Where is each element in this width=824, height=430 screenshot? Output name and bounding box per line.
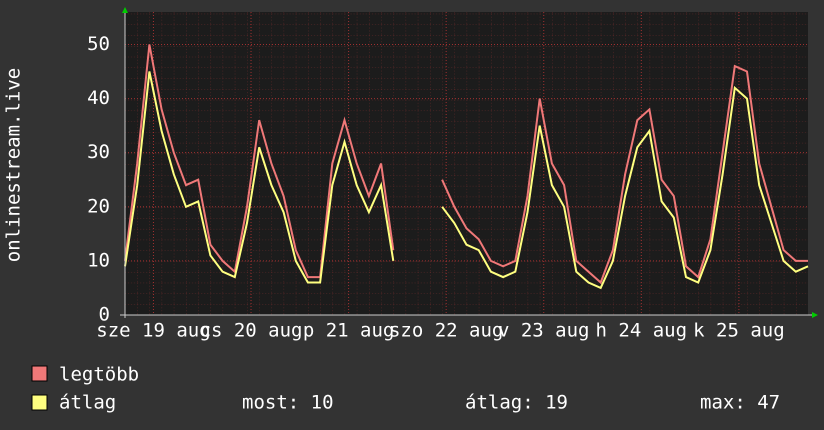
y-tick-label: 10 — [87, 249, 110, 271]
legend-label: legtöbb — [59, 364, 139, 386]
x-arrow — [812, 312, 818, 318]
stat: most: 10 — [242, 392, 334, 414]
legend-label: átlag — [59, 392, 116, 414]
legend-swatch — [31, 394, 48, 411]
y-tick-label: 40 — [87, 87, 110, 109]
legend-swatch — [31, 365, 48, 382]
x-tick-label: v 23 aug — [498, 320, 590, 342]
y-tick-label: 50 — [87, 33, 110, 55]
x-tick-label: szo 22 aug — [389, 320, 503, 342]
y-tick-label: 20 — [87, 195, 110, 217]
x-tick-label: cs 20 aug — [200, 320, 303, 342]
x-tick-label: p 21 aug — [303, 320, 395, 342]
y-tick-label: 0 — [99, 304, 110, 326]
x-tick-label: sze 19 aug — [96, 320, 210, 342]
stat: max: 47 — [700, 392, 780, 414]
minor-grid — [125, 12, 808, 315]
series-line — [124, 71, 809, 290]
y-tick-label: 30 — [87, 141, 110, 163]
series-line — [124, 44, 808, 285]
y-axis-label: onlinestream.live — [3, 68, 25, 262]
x-tick-label: k 25 aug — [693, 320, 785, 342]
stat: átlag: 19 — [465, 392, 568, 414]
y-arrow — [122, 7, 128, 13]
x-tick-label: h 24 aug — [596, 320, 688, 342]
